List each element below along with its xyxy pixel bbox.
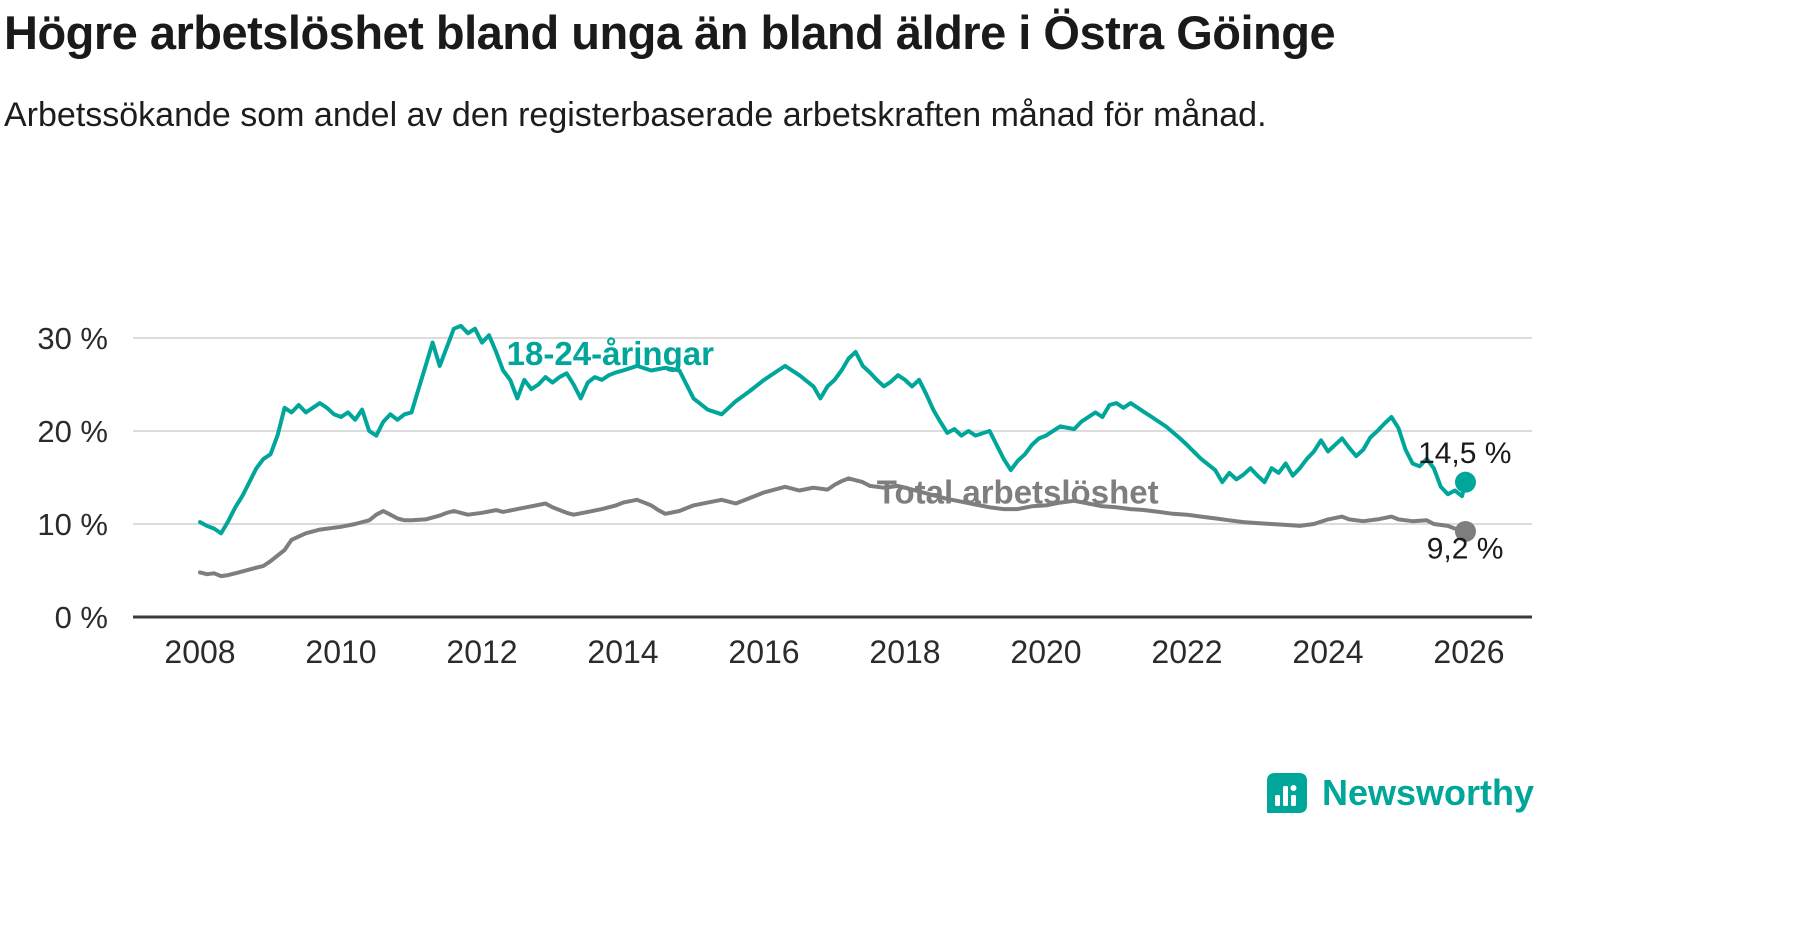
- y-tick-label-30: 30 %: [37, 321, 108, 356]
- x-tick-label-2016: 2016: [728, 634, 799, 670]
- series-endpoint-dot-1: [1454, 520, 1476, 542]
- newsworthy-logo-icon: [1266, 773, 1307, 813]
- x-tick-label-2024: 2024: [1292, 634, 1363, 670]
- series-end-label-1: 9,2 %: [1427, 532, 1504, 565]
- x-tick-label-2014: 2014: [587, 634, 658, 670]
- page-title: Högre arbetslöshet bland unga än bland ä…: [4, 6, 1336, 59]
- y-tick-label-10: 10 %: [37, 507, 108, 542]
- x-tick-label-2020: 2020: [1010, 634, 1081, 670]
- series-line-1: [198, 476, 1468, 579]
- series-line-0: [198, 323, 1468, 536]
- x-tick-label-2018: 2018: [869, 634, 940, 670]
- x-tick-label-2026: 2026: [1433, 634, 1504, 670]
- x-tick-label-2022: 2022: [1151, 634, 1222, 670]
- x-tick-label-2012: 2012: [446, 634, 517, 670]
- x-tick-label-2010: 2010: [305, 634, 376, 670]
- chart-subtitle: Arbetssökande som andel av den registerb…: [4, 96, 1267, 135]
- y-tick-label-0: 0 %: [55, 600, 108, 635]
- series-inline-label-0: 18-24-åringar: [507, 335, 714, 372]
- series-inline-label-1: Total arbetslöshet: [877, 473, 1159, 510]
- chart-header: Högre arbetslöshet bland unga än bland ä…: [4, 6, 1604, 140]
- newsworthy-logo: Newsworthy: [1264, 770, 1534, 816]
- series-end-label-0: 14,5 %: [1418, 437, 1511, 470]
- series-endpoint-dot-0: [1454, 471, 1476, 493]
- newsworthy-brand-text: Newsworthy: [1321, 772, 1534, 813]
- x-tick-label-2008: 2008: [164, 634, 235, 670]
- y-tick-label-20: 20 %: [37, 414, 108, 449]
